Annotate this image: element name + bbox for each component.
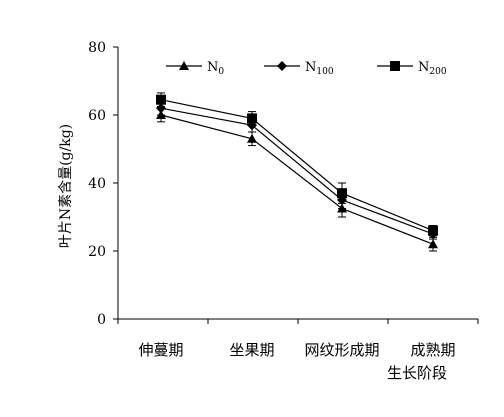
series-layer — [156, 92, 438, 252]
x-axis-title: 生长阶段 — [387, 364, 447, 382]
y-tick-label-40: 40 — [88, 176, 106, 192]
legend: N0 N100 N200 — [166, 60, 447, 77]
y-tick-label-0: 0 — [97, 312, 106, 328]
data-point-N100-0 — [156, 103, 166, 114]
data-point-N0-3 — [428, 239, 438, 249]
series-line-N100 — [160, 107, 434, 235]
series-line-N200 — [160, 99, 434, 232]
data-point-N200-1 — [247, 113, 257, 124]
series-line-N0 — [160, 114, 434, 245]
x-tick-label-3: 成熟期 — [410, 341, 455, 359]
legend-item-N0: N0 — [166, 60, 224, 77]
data-point-N200-0 — [156, 94, 166, 105]
y-axis-title: 叶片N素含量(g/kg) — [58, 124, 74, 248]
x-ticks: 伸蔓期 坐果期 网纹形成期 成熟期 — [117, 319, 479, 359]
series-N200 — [156, 92, 438, 237]
legend-label-N0: N0 — [207, 60, 224, 77]
x-tick-label-0: 伸蔓期 — [138, 341, 183, 359]
data-point-N200-3 — [428, 225, 438, 236]
series-N0 — [156, 107, 438, 252]
x-tick-label-1: 坐果期 — [229, 341, 274, 359]
legend-item-N100: N100 — [264, 60, 334, 77]
legend-marker-N200 — [390, 61, 400, 71]
legend-marker-N100 — [277, 61, 287, 71]
x-tick-label-2: 网纹形成期 — [304, 341, 379, 359]
legend-label-N100: N100 — [305, 60, 334, 77]
y-tick-label-80: 80 — [88, 40, 106, 56]
legend-marker-N0 — [179, 61, 189, 70]
y-ticks: 0 20 40 60 80 — [88, 40, 118, 328]
y-tick-label-20: 20 — [88, 244, 106, 260]
data-point-N0-1 — [247, 133, 257, 143]
y-tick-label-60: 60 — [88, 108, 106, 124]
data-point-N200-2 — [337, 188, 347, 199]
legend-item-N200: N200 — [377, 60, 447, 77]
series-N100 — [156, 100, 438, 240]
legend-label-N200: N200 — [418, 60, 447, 77]
